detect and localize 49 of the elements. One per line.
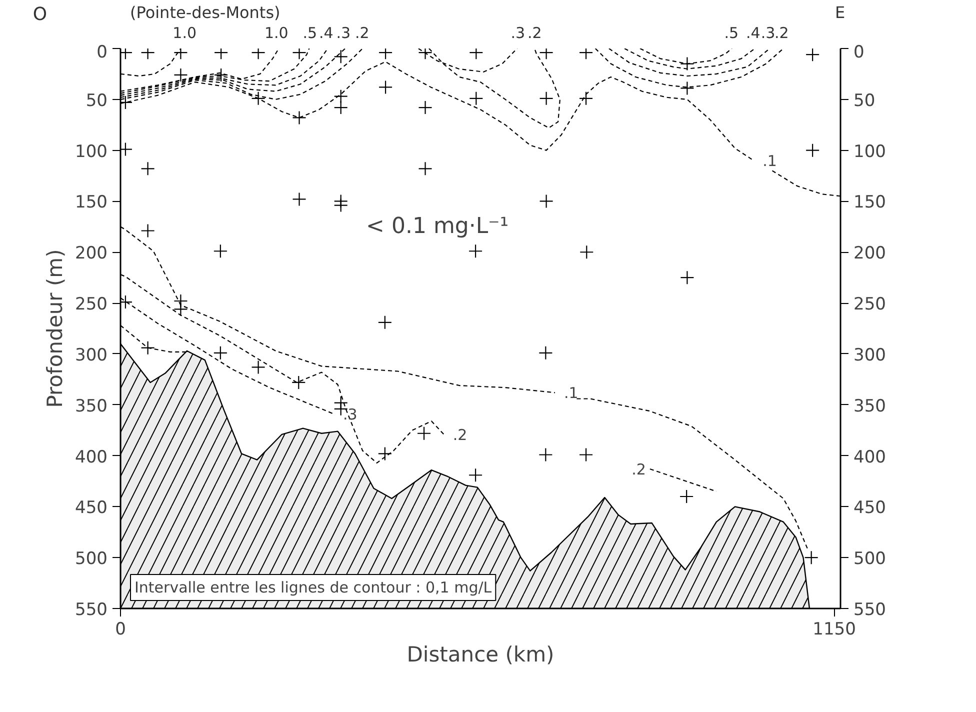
annotation: .4 xyxy=(746,22,760,44)
annotation: .1 xyxy=(762,152,777,170)
y-tick-label: 450 xyxy=(75,498,108,518)
y2-tick-label: 50 xyxy=(854,90,876,111)
y-tick-label: 200 xyxy=(75,244,108,264)
y2-tick-label: 450 xyxy=(854,498,886,518)
annotation: .2 xyxy=(632,460,646,479)
y-tick-label: 300 xyxy=(75,345,108,366)
annotation: .3 xyxy=(510,22,526,44)
text: (Pointe-des-Monts) xyxy=(130,2,280,24)
annotation: .1 xyxy=(564,384,578,402)
annotation: Intervalle entre les lignes de contour : 0,1 mg/L xyxy=(134,578,492,596)
y-tick-label: 150 xyxy=(75,192,108,213)
y-tick-label: 500 xyxy=(75,549,108,570)
annotation: .5 xyxy=(302,22,318,44)
annotation: 1.0 xyxy=(264,22,288,44)
y-tick-label: 350 xyxy=(75,396,108,416)
x-tick-label: 1150 xyxy=(812,620,856,640)
annotation: .2 xyxy=(774,22,789,44)
y2-tick-label: 500 xyxy=(854,549,886,570)
y-tick-label: 400 xyxy=(75,447,108,468)
annotation: .4 xyxy=(318,22,334,44)
y-tick-label: 250 xyxy=(75,294,108,315)
y2-tick-label: 200 xyxy=(854,244,886,264)
y-tick-label: 0 xyxy=(96,42,108,62)
y-axis-title: Profondeur (m) xyxy=(43,249,68,408)
annotation: .3 xyxy=(343,406,358,424)
annotation: .5 xyxy=(724,22,739,44)
y2-tick-label: 550 xyxy=(854,600,886,620)
y-tick-label: 550 xyxy=(75,600,108,620)
y-tick-label: 50 xyxy=(86,90,108,111)
y2-tick-label: 300 xyxy=(854,345,886,366)
annotation: .2 xyxy=(354,22,370,44)
y-tick-label: 100 xyxy=(75,142,108,162)
y2-tick-label: 250 xyxy=(854,294,886,315)
y2-tick-label: 400 xyxy=(854,447,886,468)
y2-tick-label: 150 xyxy=(854,192,886,213)
annotation: .3 xyxy=(760,22,776,44)
annotation: .3 xyxy=(336,22,351,44)
annotation: .2 xyxy=(452,426,468,444)
text: E xyxy=(834,2,846,24)
annotation: .2 xyxy=(527,22,542,44)
y2-tick-label: 350 xyxy=(854,396,886,416)
y2-tick-label: 0 xyxy=(854,42,864,62)
annotation: < 0.1 mg·L⁻¹ xyxy=(366,214,509,239)
annotation: 1.0 xyxy=(172,22,197,44)
y2-tick-label: 100 xyxy=(854,142,886,162)
text: O xyxy=(32,3,48,27)
x-axis-title: Distance (km) xyxy=(406,642,554,666)
